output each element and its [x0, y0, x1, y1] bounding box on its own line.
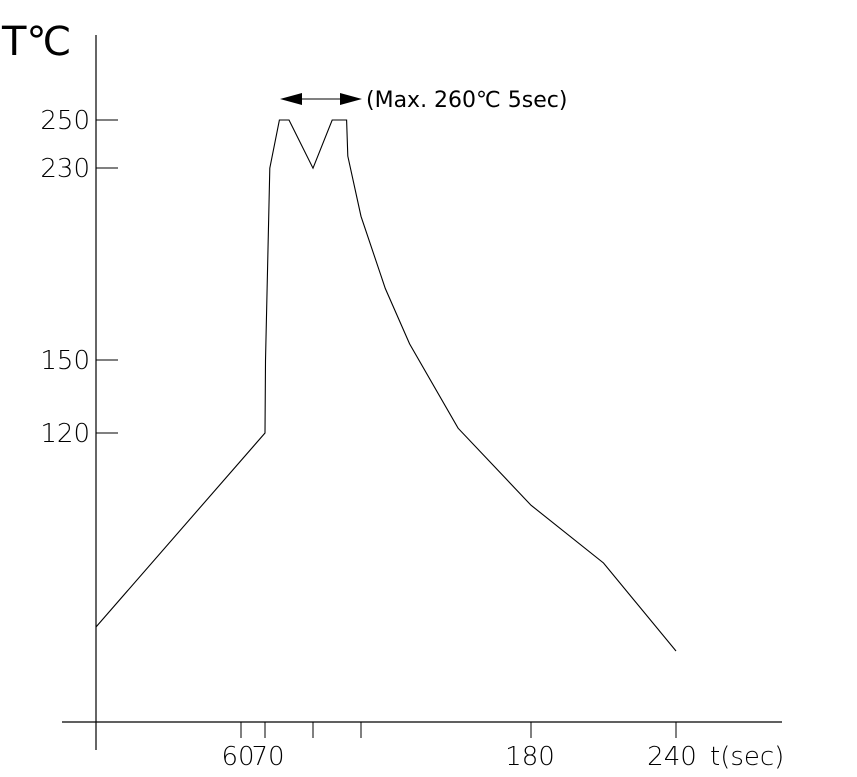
y-tick-label-230: 230 — [40, 154, 90, 184]
arrow-head-right-icon — [340, 93, 362, 105]
profile-points — [96, 120, 676, 651]
y-tick-label-120: 120 — [40, 419, 90, 449]
y-axis-title: T℃ — [1, 19, 71, 65]
x-tick-label-180: 180 — [505, 742, 555, 772]
temperature-profile-line — [96, 120, 676, 651]
arrow-head-left-icon — [280, 93, 302, 105]
x-tick-label-70: 70 — [251, 742, 284, 772]
x-tick-label-240: 240 — [647, 742, 697, 772]
x-tick-label-60: 60 — [221, 742, 254, 772]
peak-annotation: (Max. 260℃ 5sec) — [366, 88, 567, 113]
x-axis-title: t(sec) — [710, 742, 784, 772]
y-tick-label-150: 150 — [40, 346, 90, 376]
y-tick-label-250: 250 — [40, 106, 90, 136]
